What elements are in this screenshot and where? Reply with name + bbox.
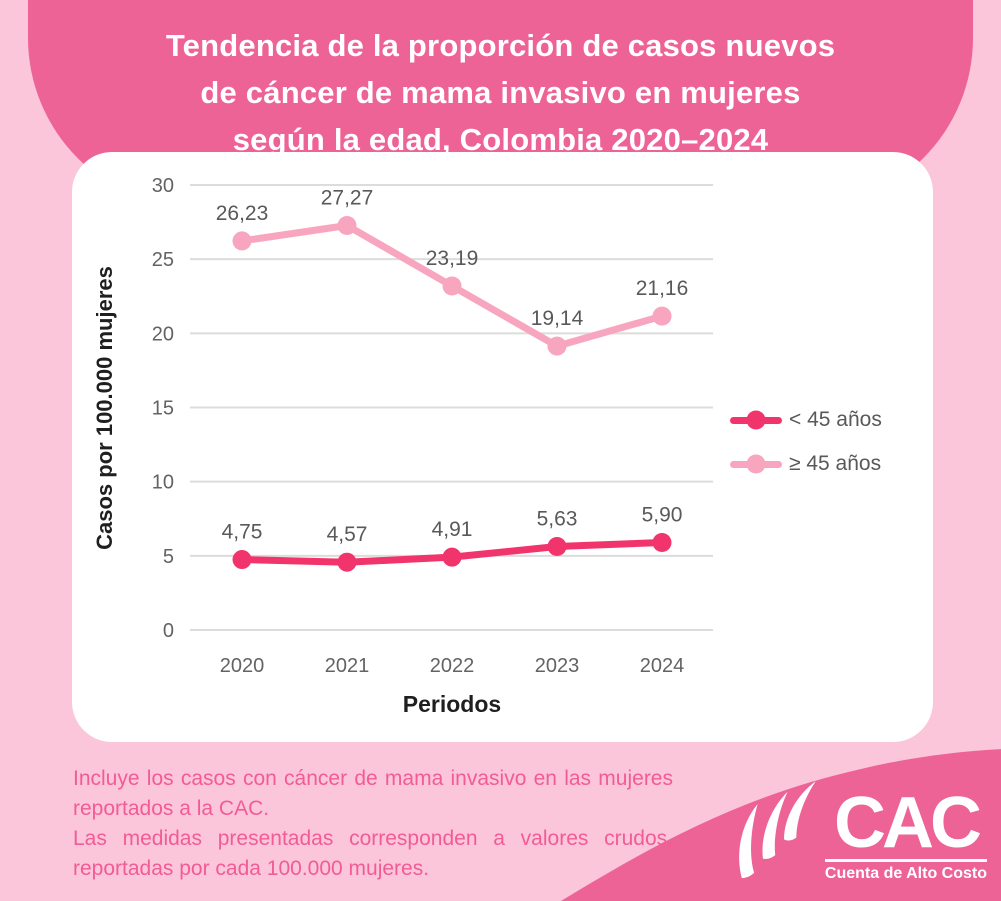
y-tick-label: 10 xyxy=(152,472,174,494)
y-tick-label: 20 xyxy=(152,323,174,345)
legend-item-under-45: < 45 años xyxy=(730,408,882,432)
data-label: 4,91 xyxy=(432,518,473,541)
data-point xyxy=(337,215,357,235)
note-paragraph-1: Incluye los casos con cáncer de mama inv… xyxy=(73,767,673,820)
legend-line-swatch xyxy=(730,454,782,474)
cac-logo-rule xyxy=(824,859,987,862)
cac-acronym: CAC xyxy=(833,783,982,863)
note-paragraph-2: Las medidas presentadas corresponden a v… xyxy=(73,827,673,880)
x-axis-title: Periodos xyxy=(403,691,501,717)
x-tick-label: 2020 xyxy=(220,655,265,677)
x-tick-label: 2022 xyxy=(430,655,475,677)
y-tick-label: 5 xyxy=(163,546,174,568)
x-tick-label: 2024 xyxy=(640,655,685,677)
chart-card: 0 5 10 15 20 25 30 2020 2021 2022 2023 2024 Periodos… xyxy=(72,152,933,742)
data-label: 4,75 xyxy=(222,521,263,544)
legend-item-over-45: ≥ 45 años xyxy=(730,452,882,476)
y-tick-label: 30 xyxy=(152,175,174,197)
cac-logo: CAC Cuenta de Alto Costo xyxy=(733,771,987,883)
data-point xyxy=(652,532,672,552)
data-point xyxy=(337,552,357,572)
y-tick-label: 15 xyxy=(152,398,174,420)
data-point xyxy=(652,306,672,326)
page-title: Tendencia de la proporción de casos nuev… xyxy=(165,28,836,157)
data-label: 23,19 xyxy=(426,247,479,270)
data-point xyxy=(442,547,462,567)
data-label: 21,16 xyxy=(636,277,689,300)
cac-logo-text: CAC Cuenta de Alto Costo xyxy=(824,783,987,883)
y-axis-title: Casos por 100.000 mujeres xyxy=(92,266,117,550)
data-point xyxy=(442,276,462,296)
data-label: 5,90 xyxy=(642,503,683,526)
y-tick-label: 25 xyxy=(152,249,174,271)
legend-dot-icon xyxy=(746,410,766,430)
line-chart: 0 5 10 15 20 25 30 2020 2021 2022 2023 2024 Periodos… xyxy=(92,175,713,717)
data-label: 5,63 xyxy=(537,507,578,530)
data-point xyxy=(232,231,252,251)
x-tick-label: 2021 xyxy=(325,655,370,677)
legend-label: < 45 años xyxy=(789,408,882,431)
data-label: 19,14 xyxy=(531,307,584,330)
legend-line-swatch xyxy=(730,410,782,430)
data-label: 26,23 xyxy=(216,202,269,225)
corner-blob xyxy=(561,749,1001,901)
data-point xyxy=(232,550,252,570)
footer-note: Incluye los casos con cáncer de mama inv… xyxy=(73,764,673,884)
data-point xyxy=(547,336,567,356)
data-label: 4,57 xyxy=(327,523,368,546)
data-point xyxy=(547,536,567,556)
chart-legend: < 45 años ≥ 45 años xyxy=(730,408,882,476)
data-label: 27,27 xyxy=(321,186,374,209)
legend-label: ≥ 45 años xyxy=(789,452,882,475)
cac-tagline: Cuenta de Alto Costo xyxy=(824,865,987,882)
cac-swoosh-icon xyxy=(739,781,816,879)
x-tick-label: 2023 xyxy=(535,655,580,677)
legend-dot-icon xyxy=(746,454,766,474)
y-tick-label: 0 xyxy=(163,620,174,642)
